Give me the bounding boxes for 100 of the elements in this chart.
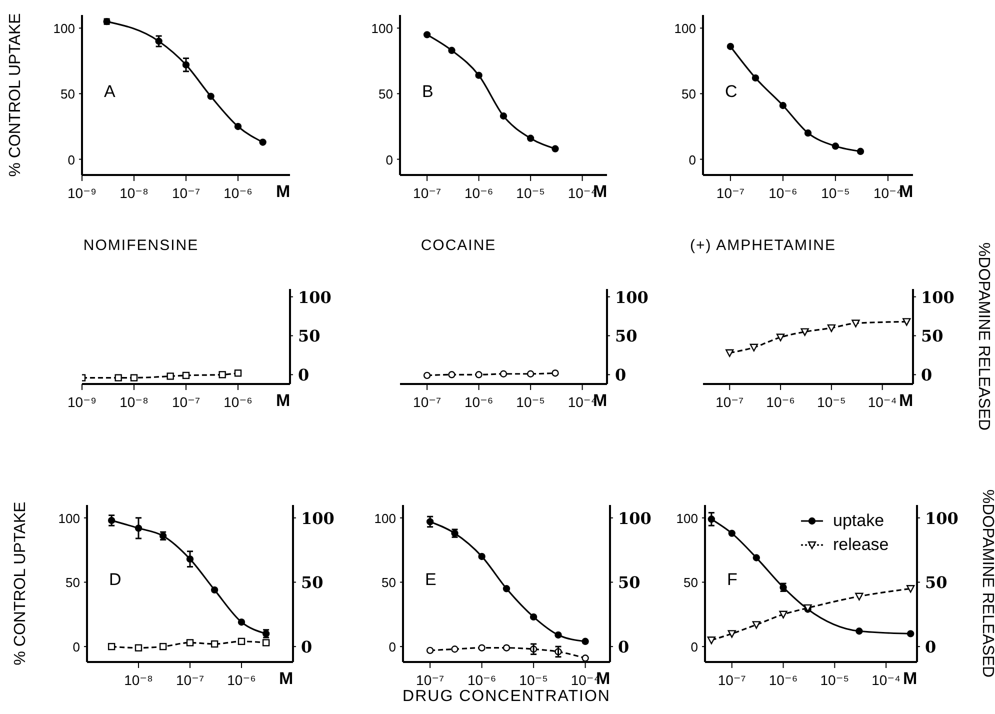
x-tick-label: 10⁻⁶ xyxy=(766,394,795,410)
y-tick-label: 50 xyxy=(66,575,80,590)
point xyxy=(752,74,760,82)
y2-tick-label: 50 xyxy=(615,326,638,346)
x-axis-title: M xyxy=(279,669,294,688)
y-axis-title: % CONTROL UPTAKE xyxy=(7,13,24,177)
y2-tick-label: 0 xyxy=(615,366,626,385)
x-tick-label: 10⁻⁷ xyxy=(176,672,204,688)
y-tick-label: 0 xyxy=(68,152,75,168)
y-tick-label: 50 xyxy=(682,86,696,102)
point xyxy=(108,642,116,650)
point xyxy=(582,654,589,662)
point xyxy=(451,646,458,653)
x-tick-label: 10⁻⁷ xyxy=(172,394,200,410)
x-tick-label: 10⁻⁷ xyxy=(716,394,744,410)
x-tick-label: 10⁻⁹ xyxy=(68,185,96,201)
y2-tick-label: 0 xyxy=(298,366,310,385)
x-tick-label: 10⁻⁶ xyxy=(464,394,494,410)
point xyxy=(262,639,270,646)
y2-tick-label: 50 xyxy=(298,326,320,346)
y-tick-label: 0 xyxy=(688,152,696,168)
point xyxy=(478,552,486,560)
y2-tick-label: 0 xyxy=(921,366,932,385)
y2-axis-title: %DOPAMINE RELEASED xyxy=(975,242,992,431)
x-tick-label: 10⁻⁷ xyxy=(172,185,200,201)
point xyxy=(804,129,812,137)
point xyxy=(726,42,734,50)
x-tick-label: 10⁻⁵ xyxy=(516,394,545,410)
x-tick-label: 10⁻⁶ xyxy=(768,672,798,688)
point xyxy=(827,324,836,332)
legend-label: uptake xyxy=(833,511,884,531)
y-tick-label: 50 xyxy=(378,86,393,102)
chart-title: (+) AMPHETAMINE xyxy=(690,237,836,254)
x-tick-label: 10⁻⁶ xyxy=(224,394,252,410)
x-tick-label: 10⁻⁹ xyxy=(68,394,96,410)
x-axis-title: M xyxy=(276,391,290,410)
y-tick-label: 50 xyxy=(684,575,698,590)
point xyxy=(186,639,194,646)
point xyxy=(478,644,486,652)
x-tick-label: 10⁻⁷ xyxy=(718,672,746,688)
x-axis-title: M xyxy=(903,669,918,688)
y2-tick-label: 50 xyxy=(925,573,948,592)
point xyxy=(800,328,809,336)
y2-tick-label: 0 xyxy=(301,638,312,657)
x-tick-label: 10⁻⁴ xyxy=(872,672,901,688)
y-tick-label: 0 xyxy=(72,640,80,655)
chart-title: COCAINE xyxy=(420,237,496,254)
x-tick-label: 10⁻⁶ xyxy=(464,185,494,201)
point xyxy=(502,644,510,652)
x-tick-label: 10⁻⁵ xyxy=(519,672,548,688)
point xyxy=(210,640,218,648)
y-tick-label: 100 xyxy=(58,510,80,526)
y2-tick-label: 100 xyxy=(301,508,334,528)
point xyxy=(238,638,246,646)
annotation: C xyxy=(725,82,738,102)
x-tick-label: 10⁻⁵ xyxy=(821,185,850,201)
point xyxy=(552,145,559,152)
point xyxy=(207,92,214,100)
y2-tick-label: 100 xyxy=(921,288,954,307)
point xyxy=(210,586,218,594)
x-tick-label: 10⁻⁶ xyxy=(227,672,256,688)
x-tick-label: 10⁻⁵ xyxy=(516,185,545,201)
x-tick-label: 10⁻⁵ xyxy=(817,394,846,410)
y-tick-label: 50 xyxy=(60,86,75,102)
x-axis-title: M xyxy=(899,391,914,410)
x-tick-label: 10⁻⁶ xyxy=(224,185,252,201)
x-axis-title: M xyxy=(276,182,290,201)
x-tick-label: 10⁻⁷ xyxy=(716,185,744,201)
y-axis-title: % CONTROL UPTAKE xyxy=(12,502,29,666)
y-tick-label: 100 xyxy=(674,21,696,36)
y-tick-label: 100 xyxy=(676,510,698,526)
chart-title: NOMIFENSINE xyxy=(83,237,199,254)
x-tick-label: 10⁻⁷ xyxy=(413,394,442,410)
y2-tick-label: 100 xyxy=(298,288,332,307)
y-tick-label: 0 xyxy=(690,640,698,655)
x-tick-label: 10⁻⁸ xyxy=(124,672,154,688)
point xyxy=(259,138,266,146)
x-tick-label: 10⁻⁸ xyxy=(120,394,149,410)
point xyxy=(159,642,167,650)
point xyxy=(426,646,434,654)
x-tick-label: 10⁻⁷ xyxy=(413,185,442,201)
point xyxy=(779,102,787,110)
point xyxy=(502,585,510,592)
y-tick-label: 0 xyxy=(388,640,396,655)
annotation: F xyxy=(727,570,738,590)
y2-tick-label: 0 xyxy=(925,638,936,657)
annotation: A xyxy=(104,82,116,102)
point xyxy=(500,112,508,120)
x-axis-title: M xyxy=(899,182,914,201)
y2-tick-label: 50 xyxy=(301,573,324,592)
text: DRUG CONCENTRATION xyxy=(402,688,610,706)
y-tick-label: 0 xyxy=(386,152,393,168)
x-tick-label: 10⁻⁴ xyxy=(868,394,897,410)
point xyxy=(234,122,242,130)
y-tick-label: 100 xyxy=(371,21,393,36)
y-tick-label: 100 xyxy=(53,21,75,36)
point xyxy=(852,320,860,328)
legend-label: release xyxy=(833,535,889,555)
x-tick-label: 10⁻⁸ xyxy=(120,185,149,201)
point xyxy=(423,31,431,38)
